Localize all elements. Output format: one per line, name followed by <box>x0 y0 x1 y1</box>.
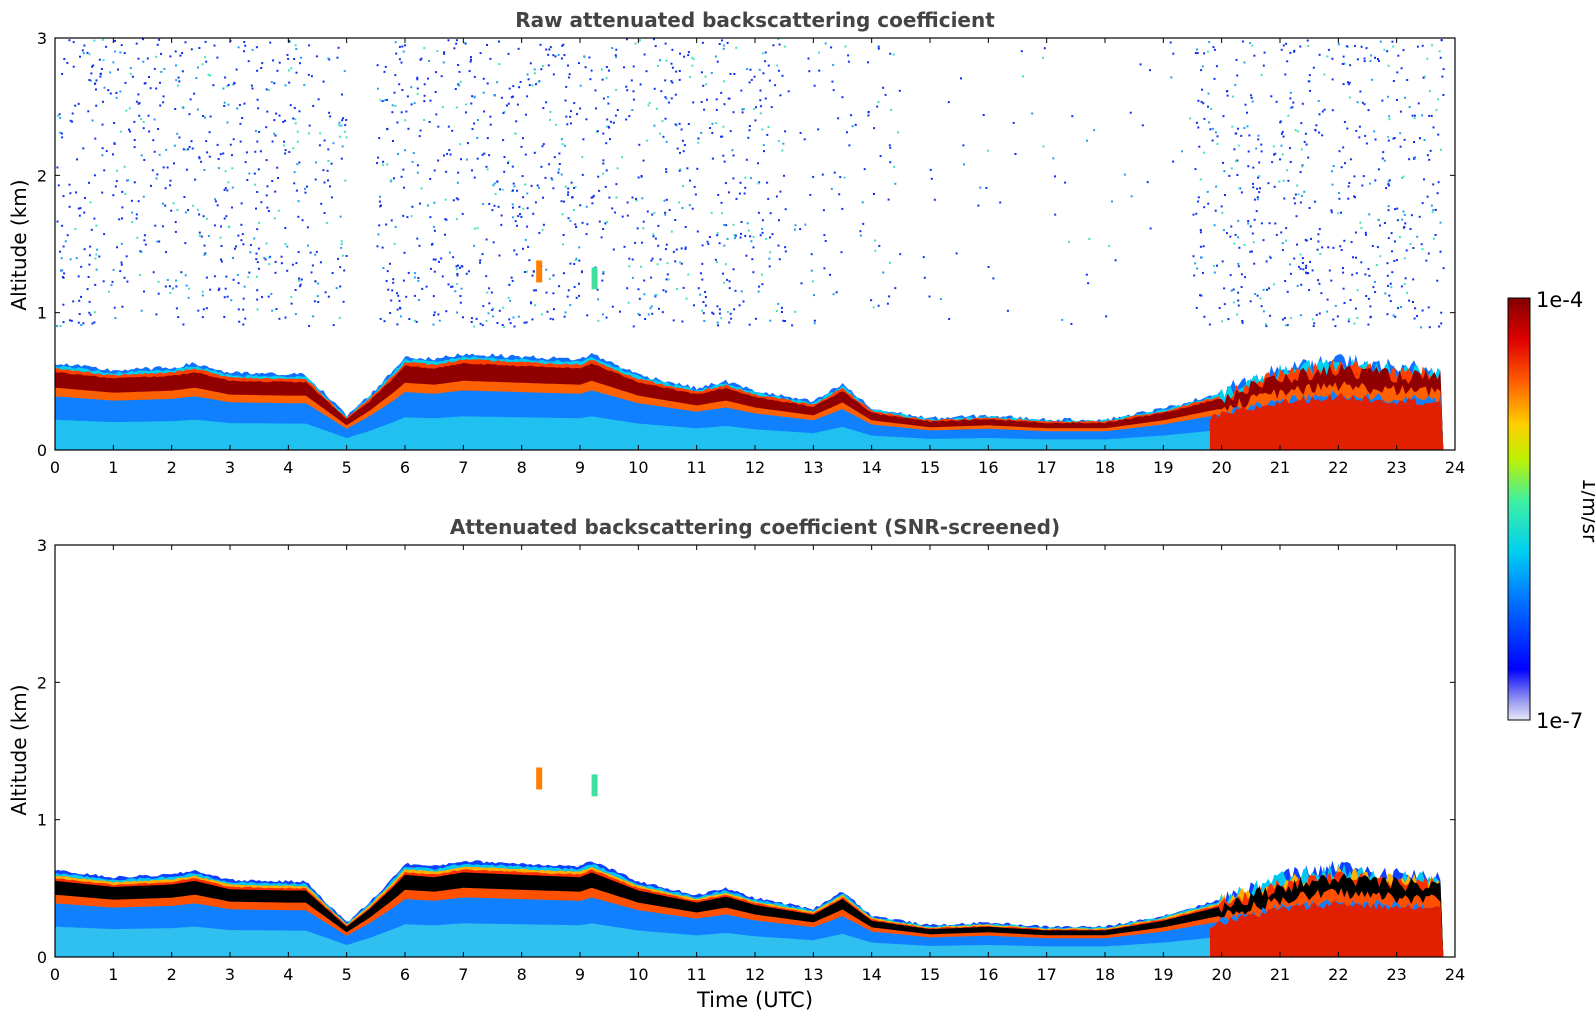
x-tick-label: 14 <box>861 458 881 477</box>
x-tick-label: 20 <box>1211 965 1231 984</box>
x-tick-label: 10 <box>628 458 648 477</box>
x-tick-label: 20 <box>1211 458 1231 477</box>
heatmap-screened <box>54 544 1456 958</box>
backscatter-layer-7 <box>55 923 1444 957</box>
x-tick-label: 7 <box>458 458 468 477</box>
y-tick-labels-raw: 0 1 2 3 <box>37 29 47 460</box>
colorbar-min-label: 1e-7 <box>1536 709 1583 733</box>
x-tick-label: 23 <box>1386 458 1406 477</box>
y-tick-label: 2 <box>37 166 47 185</box>
x-tick-labels-raw: 0 1 2 3 4 5 6 7 8 9 10 11 12 13 14 15 16 17 18 19 20 21 22 23 24 <box>50 458 1465 477</box>
y-tick-label: 3 <box>37 29 47 48</box>
x-tick-label: 1 <box>108 965 118 984</box>
y-tick-label: 1 <box>37 811 47 830</box>
x-tick-label: 0 <box>50 458 60 477</box>
x-axis-label: Time (UTC) <box>696 988 813 1012</box>
x-tick-label: 22 <box>1328 965 1348 984</box>
y-tick-label: 1 <box>37 304 47 323</box>
panel-title-screened: Attenuated backscattering coefficient (S… <box>450 515 1060 539</box>
x-tick-label: 5 <box>342 965 352 984</box>
x-tick-label: 23 <box>1386 965 1406 984</box>
x-tick-label: 8 <box>517 458 527 477</box>
x-tick-label: 2 <box>167 458 177 477</box>
x-tick-label: 6 <box>400 458 410 477</box>
backscatter-layer-6 <box>55 416 1444 450</box>
x-tick-label: 9 <box>575 458 585 477</box>
panel-title-raw: Raw attenuated backscattering coefficien… <box>515 8 995 32</box>
x-tick-label: 7 <box>458 965 468 984</box>
y-tick-label: 0 <box>37 441 47 460</box>
x-tick-label: 18 <box>1095 458 1115 477</box>
x-tick-label: 4 <box>283 965 293 984</box>
x-tick-labels-screened: 0 1 2 3 4 5 6 7 8 9 10 11 12 13 14 15 16 17 18 19 20 21 22 23 24 <box>50 965 1465 984</box>
x-tick-label: 21 <box>1270 965 1290 984</box>
x-tick-label: 24 <box>1445 965 1465 984</box>
y-tick-label: 0 <box>37 948 47 967</box>
y-axis-label-screened: Altitude (km) <box>7 684 31 815</box>
x-tick-label: 8 <box>517 965 527 984</box>
cloud-feature-1 <box>591 774 598 797</box>
x-tick-label: 17 <box>1036 458 1056 477</box>
x-tick-label: 0 <box>50 965 60 984</box>
noise-scatter <box>56 38 1445 329</box>
x-tick-label: 12 <box>745 458 765 477</box>
x-tick-label: 15 <box>920 965 940 984</box>
y-tick-label: 2 <box>37 673 47 692</box>
x-tick-label: 1 <box>108 458 118 477</box>
x-tick-label: 19 <box>1153 965 1173 984</box>
nocturnal-layer <box>1210 901 1444 957</box>
x-tick-label: 16 <box>978 965 998 984</box>
x-tick-label: 11 <box>686 458 706 477</box>
x-tick-label: 3 <box>225 965 235 984</box>
colorbar-unit-label: 1/m/sr <box>1578 478 1595 543</box>
raw-backscatter-panel: Raw attenuated backscattering coefficien… <box>7 8 1465 477</box>
y-tick-label: 3 <box>37 536 47 555</box>
x-tick-label: 24 <box>1445 458 1465 477</box>
x-tick-label: 21 <box>1270 458 1290 477</box>
x-tick-label: 16 <box>978 458 998 477</box>
x-tick-label: 14 <box>861 965 881 984</box>
cloud-feature-0 <box>536 767 543 790</box>
x-tick-label: 12 <box>745 965 765 984</box>
cloud-feature-0 <box>536 260 543 283</box>
x-tick-label: 10 <box>628 965 648 984</box>
x-tick-label: 9 <box>575 965 585 984</box>
x-tick-label: 11 <box>686 965 706 984</box>
y-axis-label-raw: Altitude (km) <box>7 179 31 310</box>
colorbar: 1e-4 1e-7 1/m/sr <box>1507 288 1595 733</box>
nocturnal-layer <box>1210 392 1444 450</box>
x-tick-label: 15 <box>920 458 940 477</box>
x-tick-label: 6 <box>400 965 410 984</box>
x-tick-label: 13 <box>803 965 823 984</box>
x-tick-label: 13 <box>803 458 823 477</box>
x-tick-label: 17 <box>1036 965 1056 984</box>
x-tick-label: 18 <box>1095 965 1115 984</box>
colorbar-max-label: 1e-4 <box>1536 288 1583 312</box>
snr-screened-panel: Attenuated backscattering coefficient (S… <box>7 515 1465 1012</box>
x-tick-label: 2 <box>167 965 177 984</box>
x-tick-label: 19 <box>1153 458 1173 477</box>
x-tick-label: 22 <box>1328 458 1348 477</box>
heatmap-raw <box>54 37 1456 451</box>
cloud-feature-1 <box>591 267 598 290</box>
x-tick-label: 4 <box>283 458 293 477</box>
colorbar-gradient <box>1507 297 1531 721</box>
x-tick-label: 3 <box>225 458 235 477</box>
y-tick-labels-screened: 0 1 2 3 <box>37 536 47 967</box>
x-tick-label: 5 <box>342 458 352 477</box>
